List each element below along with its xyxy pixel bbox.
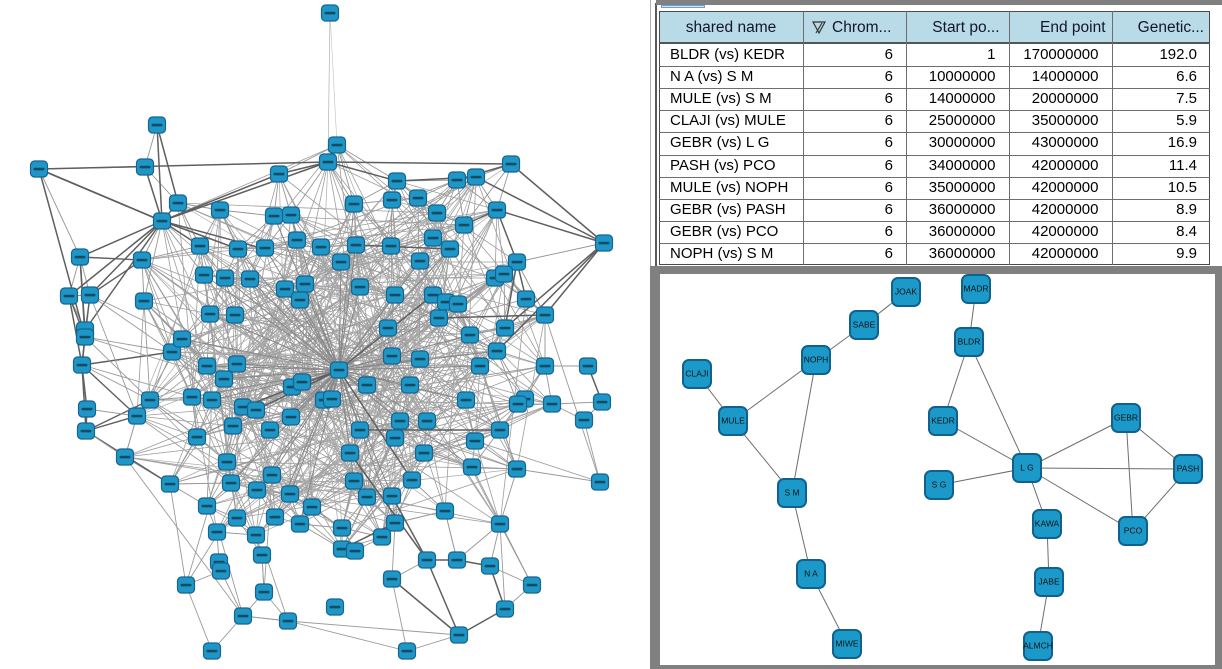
svg-text:PCO: PCO xyxy=(1124,526,1143,536)
svg-text:KAWA: KAWA xyxy=(1035,519,1060,529)
svg-text:SABE: SABE xyxy=(853,320,876,330)
svg-text:JABE: JABE xyxy=(1038,577,1060,587)
svg-text:PASH: PASH xyxy=(1177,464,1200,474)
svg-text:MADR: MADR xyxy=(963,284,988,294)
svg-text:MULE: MULE xyxy=(721,416,745,426)
svg-text:L G: L G xyxy=(1020,463,1033,473)
svg-text:NOPH: NOPH xyxy=(804,355,829,365)
svg-text:CLAJI: CLAJI xyxy=(685,369,708,379)
svg-text:S G: S G xyxy=(932,480,947,490)
svg-text:S M: S M xyxy=(784,488,799,498)
svg-text:BLDR: BLDR xyxy=(958,337,981,347)
svg-text:MIWE: MIWE xyxy=(835,639,858,649)
svg-text:N A: N A xyxy=(804,569,818,579)
svg-text:JOAK: JOAK xyxy=(895,287,918,297)
svg-text:GEBR: GEBR xyxy=(1114,413,1138,423)
svg-text:ALMCH: ALMCH xyxy=(1023,641,1053,651)
svg-text:KEDR: KEDR xyxy=(931,416,955,426)
